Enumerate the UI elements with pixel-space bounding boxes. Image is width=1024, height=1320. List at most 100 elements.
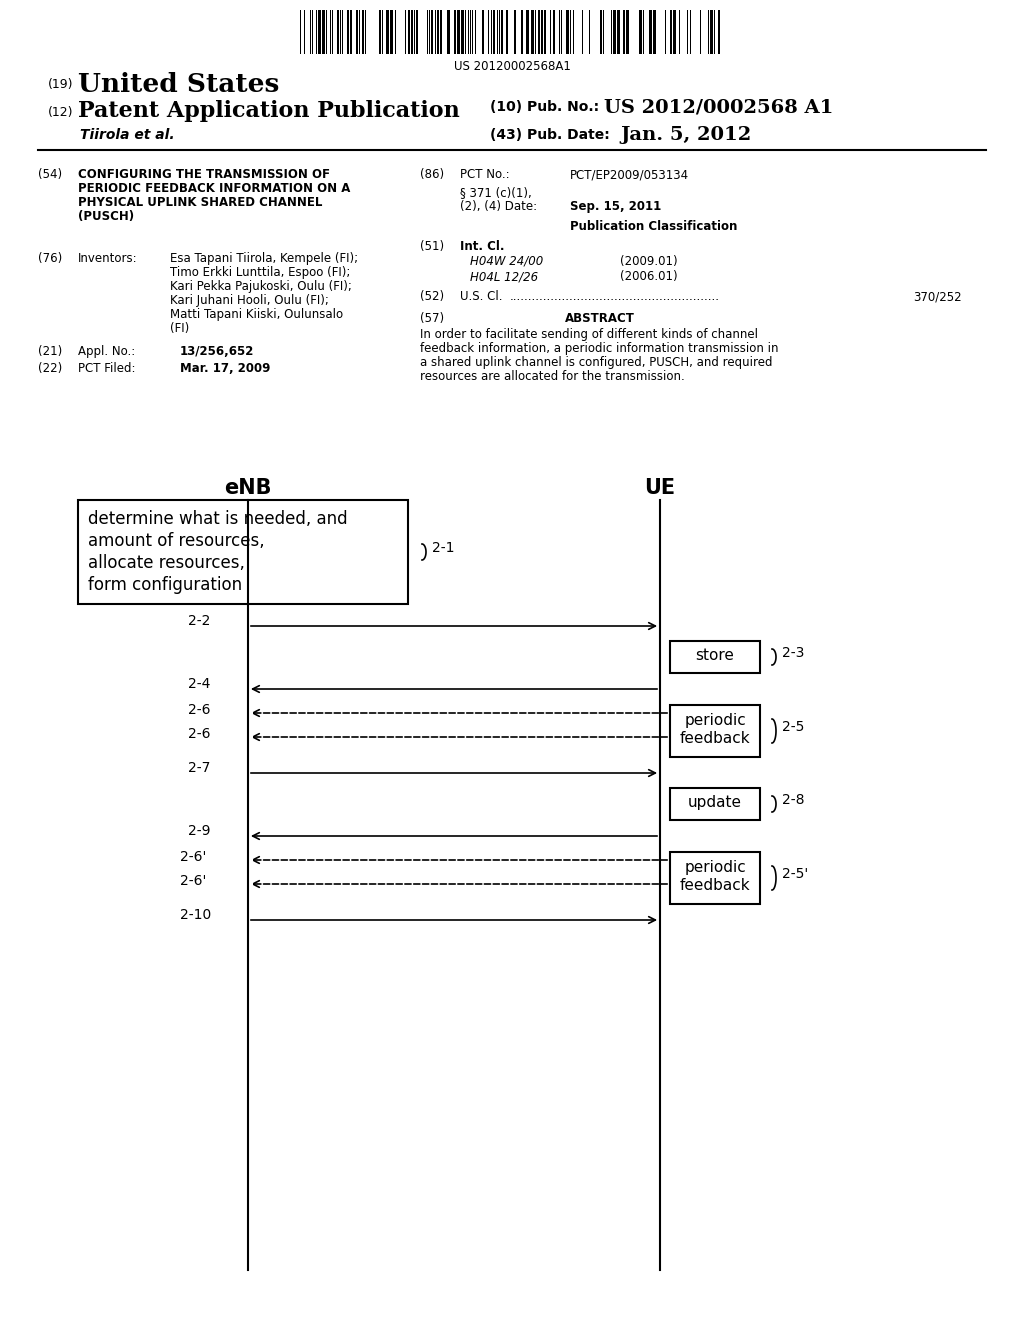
- Text: Sep. 15, 2011: Sep. 15, 2011: [570, 201, 662, 213]
- Text: Mar. 17, 2009: Mar. 17, 2009: [180, 362, 270, 375]
- Bar: [673, 11, 676, 54]
- Text: (2006.01): (2006.01): [620, 271, 678, 282]
- Bar: [431, 11, 433, 54]
- Bar: [322, 11, 325, 54]
- Bar: [416, 11, 418, 54]
- Text: (52): (52): [420, 290, 444, 304]
- Text: Inventors:: Inventors:: [78, 252, 137, 265]
- Bar: [454, 11, 456, 54]
- Text: (PUSCH): (PUSCH): [78, 210, 134, 223]
- Bar: [362, 11, 364, 54]
- Bar: [386, 11, 389, 54]
- Text: feedback: feedback: [680, 878, 751, 894]
- Text: ABSTRACT: ABSTRACT: [565, 312, 635, 325]
- Text: resources are allocated for the transmission.: resources are allocated for the transmis…: [420, 370, 685, 383]
- Text: Esa Tapani Tiirola, Kempele (FI);: Esa Tapani Tiirola, Kempele (FI);: [170, 252, 358, 265]
- Text: Kari Juhani Hooli, Oulu (FI);: Kari Juhani Hooli, Oulu (FI);: [170, 294, 329, 308]
- Bar: [566, 11, 569, 54]
- Bar: [514, 11, 516, 54]
- Text: eNB: eNB: [224, 478, 271, 498]
- Text: periodic: periodic: [684, 861, 745, 875]
- Bar: [553, 11, 555, 54]
- Text: (2009.01): (2009.01): [620, 255, 678, 268]
- Bar: [670, 11, 672, 54]
- Bar: [521, 11, 523, 54]
- Text: (57): (57): [420, 312, 444, 325]
- Bar: [617, 11, 620, 54]
- Text: H04W 24/00: H04W 24/00: [470, 255, 544, 268]
- Bar: [526, 11, 529, 54]
- Text: feedback information, a periodic information transmission in: feedback information, a periodic informa…: [420, 342, 778, 355]
- Bar: [493, 11, 495, 54]
- Text: 2-6': 2-6': [180, 874, 207, 888]
- Text: 2-5': 2-5': [782, 867, 808, 880]
- Text: United States: United States: [78, 73, 280, 96]
- Text: PCT Filed:: PCT Filed:: [78, 362, 135, 375]
- Text: (76): (76): [38, 252, 62, 265]
- Text: (43) Pub. Date:: (43) Pub. Date:: [490, 128, 609, 143]
- Text: 2-10: 2-10: [180, 908, 211, 921]
- Text: 2-5: 2-5: [782, 719, 805, 734]
- Text: 370/252: 370/252: [913, 290, 962, 304]
- Text: Int. Cl.: Int. Cl.: [460, 240, 505, 253]
- Bar: [670, 851, 760, 904]
- Text: (22): (22): [38, 362, 62, 375]
- Text: U.S. Cl.: U.S. Cl.: [460, 290, 503, 304]
- Text: US 2012/0002568 A1: US 2012/0002568 A1: [604, 98, 834, 116]
- Text: (21): (21): [38, 345, 62, 358]
- Bar: [538, 11, 540, 54]
- Text: PHYSICAL UPLINK SHARED CHANNEL: PHYSICAL UPLINK SHARED CHANNEL: [78, 195, 323, 209]
- Bar: [411, 11, 413, 54]
- Bar: [457, 11, 460, 54]
- Text: (12): (12): [48, 106, 74, 119]
- Bar: [78, 500, 408, 605]
- Text: (51): (51): [420, 240, 444, 253]
- Text: (54): (54): [38, 168, 62, 181]
- Text: determine what is needed, and: determine what is needed, and: [88, 510, 347, 528]
- Bar: [350, 11, 352, 54]
- Bar: [710, 11, 713, 54]
- Text: CONFIGURING THE TRANSMISSION OF: CONFIGURING THE TRANSMISSION OF: [78, 168, 330, 181]
- Bar: [541, 11, 543, 54]
- Text: In order to facilitate sending of different kinds of channel: In order to facilitate sending of differ…: [420, 327, 758, 341]
- Text: 2-1: 2-1: [432, 541, 455, 554]
- Bar: [337, 11, 339, 54]
- Bar: [639, 11, 642, 54]
- Bar: [718, 11, 720, 54]
- Text: (86): (86): [420, 168, 444, 181]
- Bar: [482, 11, 484, 54]
- Text: ........................................................: ........................................…: [510, 290, 720, 304]
- Text: feedback: feedback: [680, 731, 751, 746]
- Text: 2-4: 2-4: [188, 677, 210, 690]
- Text: amount of resources,: amount of resources,: [88, 532, 264, 550]
- Text: 2-6: 2-6: [188, 704, 211, 717]
- Bar: [626, 11, 629, 54]
- Text: H04L 12/26: H04L 12/26: [470, 271, 539, 282]
- Text: allocate resources,: allocate resources,: [88, 554, 245, 572]
- Text: Tiirola et al.: Tiirola et al.: [80, 128, 175, 143]
- Text: Timo Erkki Lunttila, Espoo (FI);: Timo Erkki Lunttila, Espoo (FI);: [170, 267, 350, 279]
- Text: 2-9: 2-9: [188, 824, 211, 838]
- Text: 2-8: 2-8: [782, 793, 805, 807]
- Text: Publication Classification: Publication Classification: [570, 220, 737, 234]
- Text: Matti Tapani Kiiski, Oulunsalo: Matti Tapani Kiiski, Oulunsalo: [170, 308, 343, 321]
- Text: Jan. 5, 2012: Jan. 5, 2012: [620, 125, 752, 144]
- Text: (10) Pub. No.:: (10) Pub. No.:: [490, 100, 599, 114]
- Text: periodic: periodic: [684, 713, 745, 729]
- Bar: [318, 11, 321, 54]
- Text: a shared uplink channel is configured, PUSCH, and required: a shared uplink channel is configured, P…: [420, 356, 772, 370]
- Bar: [437, 11, 439, 54]
- Text: 2-7: 2-7: [188, 762, 210, 775]
- Text: PCT/EP2009/053134: PCT/EP2009/053134: [570, 168, 689, 181]
- Text: 2-6': 2-6': [180, 850, 207, 865]
- Text: 2-2: 2-2: [188, 614, 210, 628]
- Text: 2-3: 2-3: [782, 645, 805, 660]
- Bar: [600, 11, 602, 54]
- Text: Patent Application Publication: Patent Application Publication: [78, 100, 460, 121]
- Bar: [653, 11, 656, 54]
- Bar: [531, 11, 534, 54]
- Bar: [670, 642, 760, 673]
- Text: store: store: [695, 648, 734, 663]
- Bar: [623, 11, 625, 54]
- Text: (19): (19): [48, 78, 74, 91]
